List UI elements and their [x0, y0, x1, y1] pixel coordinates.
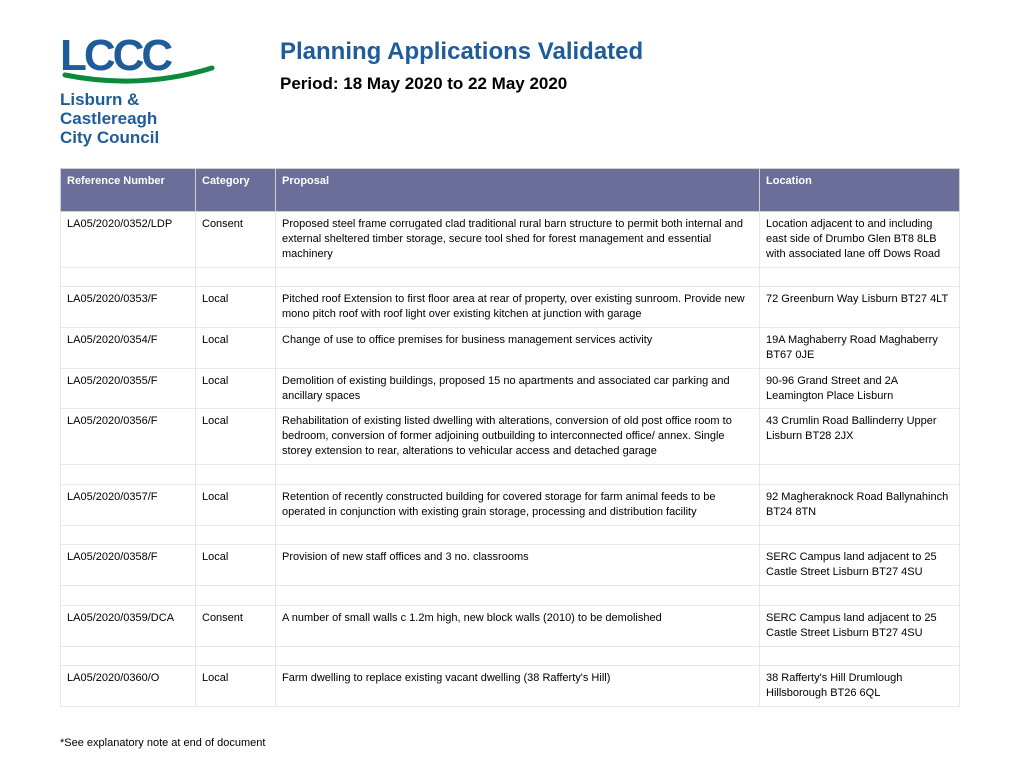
cell-prop: Farm dwelling to replace existing vacant…: [276, 666, 760, 707]
table-row: LA05/2020/0356/FLocalRehabilitation of e…: [61, 409, 960, 465]
svg-text:Lisburn &: Lisburn &: [60, 90, 139, 109]
cell-ref: LA05/2020/0357/F: [61, 484, 196, 525]
col-header-proposal: Proposal: [276, 169, 760, 212]
cell-cat: Consent: [196, 605, 276, 646]
cell-ref: LA05/2020/0359/DCA: [61, 605, 196, 646]
svg-text:LCCC: LCCC: [60, 31, 172, 80]
cell-prop: Proposed steel frame corrugated clad tra…: [276, 212, 760, 268]
cell-cat: Local: [196, 287, 276, 328]
cell-prop: Change of use to office premises for bus…: [276, 328, 760, 369]
col-header-reference: Reference Number: [61, 169, 196, 212]
svg-text:Castlereagh: Castlereagh: [60, 109, 157, 128]
table-row: LA05/2020/0355/FLocalDemolition of exist…: [61, 368, 960, 409]
table-row: LA05/2020/0359/DCAConsentA number of sma…: [61, 605, 960, 646]
cell-prop: Provision of new staff offices and 3 no.…: [276, 545, 760, 586]
cell-loc: Location adjacent to and including east …: [760, 212, 960, 268]
cell-cat: Local: [196, 328, 276, 369]
footnote: *See explanatory note at end of document: [60, 737, 960, 749]
cell-cat: Consent: [196, 212, 276, 268]
cell-prop: Retention of recently constructed buildi…: [276, 484, 760, 525]
cell-loc: 43 Crumlin Road Ballinderry Upper Lisbur…: [760, 409, 960, 465]
spacer-row: [61, 525, 960, 545]
table-row: LA05/2020/0352/LDPConsentProposed steel …: [61, 212, 960, 268]
cell-ref: LA05/2020/0358/F: [61, 545, 196, 586]
col-header-location: Location: [760, 169, 960, 212]
cell-ref: LA05/2020/0352/LDP: [61, 212, 196, 268]
cell-loc: 90-96 Grand Street and 2A Leamington Pla…: [760, 368, 960, 409]
table-row: LA05/2020/0354/FLocalChange of use to of…: [61, 328, 960, 369]
cell-loc: 92 Magheraknock Road Ballynahinch BT24 8…: [760, 484, 960, 525]
col-header-category: Category: [196, 169, 276, 212]
spacer-row: [61, 586, 960, 606]
header: LCCC Lisburn & Castlereagh City Council …: [60, 30, 960, 150]
cell-cat: Local: [196, 545, 276, 586]
cell-loc: 38 Rafferty's Hill Drumlough Hillsboroug…: [760, 666, 960, 707]
cell-loc: 72 Greenburn Way Lisburn BT27 4LT: [760, 287, 960, 328]
page-title: Planning Applications Validated: [280, 38, 643, 66]
cell-loc: 19A Maghaberry Road Maghaberry BT67 0JE: [760, 328, 960, 369]
spacer-row: [61, 464, 960, 484]
applications-table: Reference Number Category Proposal Locat…: [60, 168, 960, 707]
spacer-row: [61, 646, 960, 666]
cell-ref: LA05/2020/0360/O: [61, 666, 196, 707]
svg-text:City Council: City Council: [60, 128, 159, 147]
cell-prop: Pitched roof Extension to first floor ar…: [276, 287, 760, 328]
cell-loc: SERC Campus land adjacent to 25 Castle S…: [760, 545, 960, 586]
cell-cat: Local: [196, 409, 276, 465]
table-header: Reference Number Category Proposal Locat…: [61, 169, 960, 212]
table-row: LA05/2020/0357/FLocalRetention of recent…: [61, 484, 960, 525]
cell-loc: SERC Campus land adjacent to 25 Castle S…: [760, 605, 960, 646]
table-body: LA05/2020/0352/LDPConsentProposed steel …: [61, 212, 960, 707]
spacer-row: [61, 267, 960, 287]
period-subtitle: Period: 18 May 2020 to 22 May 2020: [280, 74, 643, 94]
table-row: LA05/2020/0358/FLocalProvision of new st…: [61, 545, 960, 586]
cell-ref: LA05/2020/0354/F: [61, 328, 196, 369]
cell-cat: Local: [196, 484, 276, 525]
table-row: LA05/2020/0360/OLocalFarm dwelling to re…: [61, 666, 960, 707]
cell-prop: A number of small walls c 1.2m high, new…: [276, 605, 760, 646]
cell-prop: Demolition of existing buildings, propos…: [276, 368, 760, 409]
cell-cat: Local: [196, 368, 276, 409]
table-row: LA05/2020/0353/FLocalPitched roof Extens…: [61, 287, 960, 328]
cell-ref: LA05/2020/0355/F: [61, 368, 196, 409]
council-logo: LCCC Lisburn & Castlereagh City Council: [60, 30, 260, 150]
title-block: Planning Applications Validated Period: …: [260, 30, 643, 94]
cell-cat: Local: [196, 666, 276, 707]
cell-ref: LA05/2020/0356/F: [61, 409, 196, 465]
cell-prop: Rehabilitation of existing listed dwelli…: [276, 409, 760, 465]
cell-ref: LA05/2020/0353/F: [61, 287, 196, 328]
